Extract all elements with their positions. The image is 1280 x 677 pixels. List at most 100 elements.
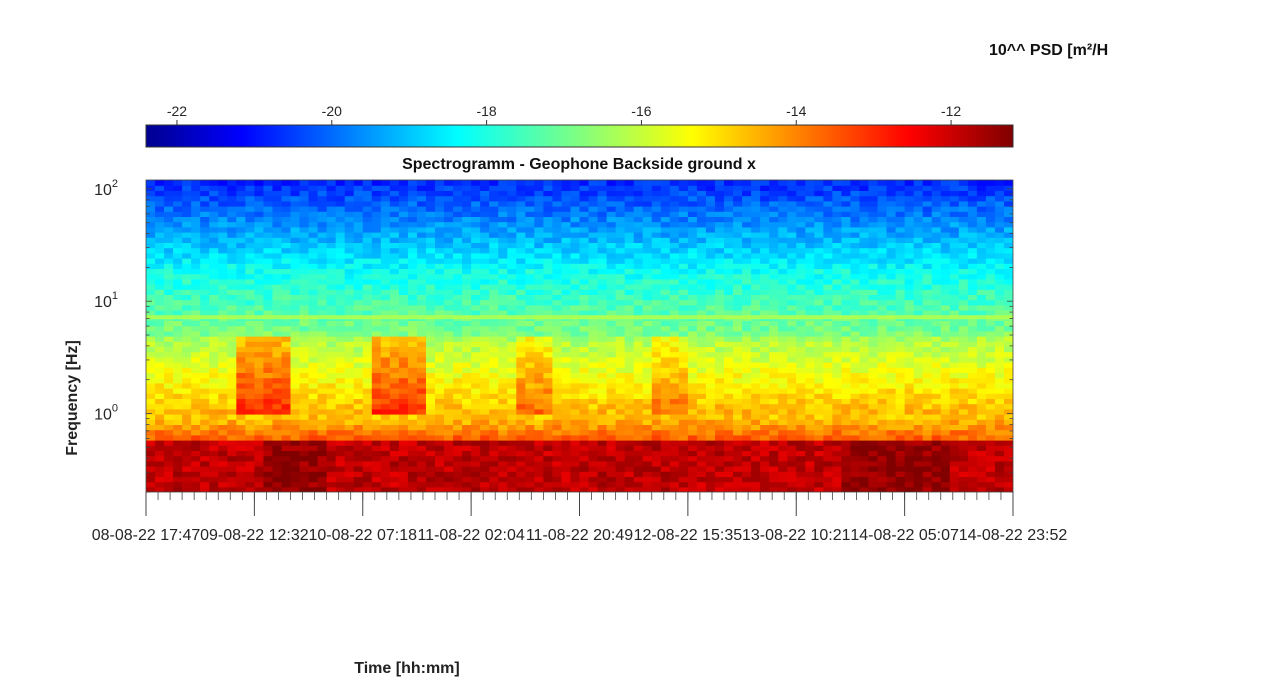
heatmap-cell	[895, 294, 906, 301]
heatmap-cell	[416, 486, 427, 492]
heatmap-cell	[272, 289, 283, 295]
heatmap-cell	[940, 289, 951, 295]
heatmap-cell	[353, 450, 364, 457]
heatmap-cell	[922, 258, 933, 264]
heatmap-cell	[335, 325, 346, 332]
heatmap-cell	[344, 252, 355, 259]
heatmap-cell	[516, 299, 526, 306]
heatmap-cell	[796, 440, 806, 446]
heatmap-cell	[398, 429, 409, 436]
heatmap-cell	[525, 237, 535, 243]
heatmap-cell	[606, 351, 617, 358]
heatmap-cell	[164, 294, 174, 301]
heatmap-cell	[940, 476, 951, 483]
heatmap-cell	[308, 460, 319, 467]
heatmap-cell	[525, 289, 535, 295]
heatmap-cell	[588, 258, 599, 264]
heatmap-cell	[444, 450, 454, 457]
plot-title: Spectrogramm - Geophone Backside ground …	[402, 156, 756, 173]
heatmap-cell	[146, 460, 156, 467]
heatmap-cell	[967, 424, 978, 431]
heatmap-cell	[263, 362, 274, 368]
heatmap-cell	[868, 268, 879, 275]
heatmap-cell	[651, 476, 662, 483]
heatmap-cell	[976, 408, 987, 415]
heatmap-cell	[263, 356, 274, 363]
heatmap-cell	[290, 273, 301, 280]
heatmap-cell	[290, 440, 301, 446]
heatmap-cell	[651, 414, 662, 420]
heatmap-cell	[389, 310, 400, 316]
heatmap-cell	[705, 362, 716, 368]
heatmap-cell	[805, 362, 815, 368]
heatmap-cell	[913, 466, 924, 472]
heatmap-cell	[823, 455, 833, 462]
heatmap-cell	[778, 237, 788, 243]
heatmap-cell	[425, 440, 436, 446]
heatmap-cell	[507, 320, 517, 327]
heatmap-cell	[245, 299, 255, 306]
heatmap-cell	[696, 346, 707, 353]
heatmap-cell	[236, 476, 246, 483]
heatmap-cell	[832, 398, 843, 405]
heatmap-cell	[742, 450, 752, 457]
heatmap-cell	[624, 476, 635, 483]
heatmap-cell	[371, 434, 382, 441]
heatmap-cell	[733, 414, 743, 420]
heatmap-cell	[525, 346, 535, 353]
heatmap-cell	[669, 377, 680, 384]
heatmap-cell	[326, 455, 337, 462]
heatmap-cell	[453, 408, 463, 415]
heatmap-cell	[444, 377, 454, 384]
heatmap-cell	[678, 419, 689, 425]
heatmap-cell	[416, 336, 427, 342]
heatmap-cell	[859, 450, 870, 457]
heatmap-cell	[669, 408, 680, 415]
heatmap-cell	[570, 367, 581, 373]
heatmap-cell	[588, 351, 599, 358]
heatmap-cell	[444, 382, 454, 389]
heatmap-cell	[398, 221, 409, 228]
heatmap-cell	[733, 320, 743, 327]
heatmap-cell	[200, 294, 210, 301]
heatmap-cell	[416, 408, 427, 415]
heatmap-cell	[471, 351, 481, 358]
heatmap-cell	[353, 263, 364, 269]
heatmap-cell	[398, 434, 409, 441]
heatmap-cell	[516, 263, 526, 269]
heatmap-cell	[904, 393, 915, 399]
heatmap-cell	[967, 429, 978, 436]
heatmap-cell	[597, 325, 608, 332]
heatmap-cell	[570, 471, 581, 477]
heatmap-cell	[462, 362, 472, 368]
heatmap-cell	[227, 237, 237, 243]
heatmap-cell	[155, 356, 165, 363]
heatmap-cell	[967, 226, 978, 233]
heatmap-cell	[218, 486, 228, 492]
heatmap-cell	[633, 346, 644, 353]
heatmap-cell	[805, 429, 815, 436]
heatmap-cell	[714, 273, 725, 280]
heatmap-cell	[742, 372, 752, 379]
heatmap-cell	[931, 388, 942, 394]
heatmap-cell	[976, 294, 987, 301]
heatmap-cell	[931, 398, 942, 405]
heatmap-cell	[669, 424, 680, 431]
heatmap-cell	[579, 263, 590, 269]
heatmap-cell	[236, 263, 246, 269]
heatmap-cell	[389, 450, 400, 457]
heatmap-cell	[751, 414, 761, 420]
heatmap-cell	[696, 289, 707, 295]
heatmap-cell	[787, 481, 797, 488]
heatmap-cell	[850, 408, 861, 415]
heatmap-cell	[633, 408, 644, 415]
heatmap-cell	[895, 429, 906, 436]
heatmap-cell	[146, 330, 156, 337]
heatmap-cell	[435, 278, 445, 285]
heatmap-cell	[155, 414, 165, 420]
heatmap-cell	[588, 388, 599, 394]
heatmap-cell	[823, 273, 833, 280]
heatmap-cell	[606, 429, 617, 436]
heatmap-cell	[308, 440, 319, 446]
heatmap-cell	[615, 330, 626, 337]
